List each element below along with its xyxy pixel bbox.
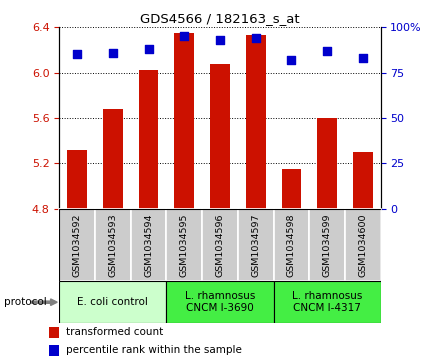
Bar	[59, 281, 166, 323]
Point	[288, 57, 295, 63]
Text: GSM1034598: GSM1034598	[287, 213, 296, 277]
Text: GSM1034593: GSM1034593	[108, 213, 117, 277]
Bar	[166, 209, 202, 281]
Bar	[202, 209, 238, 281]
Text: transformed count: transformed count	[66, 327, 163, 337]
Bar	[67, 150, 87, 209]
Bar	[48, 327, 59, 338]
Bar	[246, 35, 265, 209]
Bar	[238, 209, 274, 281]
Bar	[175, 33, 194, 209]
Title: GDS4566 / 182163_s_at: GDS4566 / 182163_s_at	[140, 12, 300, 25]
Bar	[139, 70, 158, 209]
Bar	[274, 209, 309, 281]
Text: L. rhamnosus
CNCM I-4317: L. rhamnosus CNCM I-4317	[292, 291, 362, 313]
Text: GSM1034596: GSM1034596	[216, 213, 224, 277]
Text: GSM1034592: GSM1034592	[73, 213, 82, 277]
Text: L. rhamnosus
CNCM I-3690: L. rhamnosus CNCM I-3690	[185, 291, 255, 313]
Text: protocol: protocol	[4, 297, 47, 307]
Text: GSM1034597: GSM1034597	[251, 213, 260, 277]
Bar	[48, 345, 59, 356]
Point	[216, 37, 224, 43]
Point	[323, 48, 330, 54]
Bar	[317, 118, 337, 209]
Bar	[95, 209, 131, 281]
Point	[74, 52, 81, 57]
Text: GSM1034600: GSM1034600	[358, 213, 367, 277]
Point	[181, 33, 188, 39]
Bar	[103, 109, 123, 209]
Point	[359, 55, 366, 61]
Bar	[210, 64, 230, 209]
Point	[110, 50, 117, 56]
Text: GSM1034594: GSM1034594	[144, 213, 153, 277]
Point	[252, 35, 259, 41]
Text: GSM1034599: GSM1034599	[323, 213, 332, 277]
Bar	[282, 169, 301, 209]
Bar	[353, 152, 373, 209]
Bar	[131, 209, 166, 281]
Bar	[166, 281, 274, 323]
Text: GSM1034595: GSM1034595	[180, 213, 189, 277]
Text: E. coli control: E. coli control	[77, 297, 148, 307]
Text: percentile rank within the sample: percentile rank within the sample	[66, 345, 242, 355]
Bar	[309, 209, 345, 281]
Bar	[274, 281, 381, 323]
Bar	[59, 209, 95, 281]
Point	[145, 46, 152, 52]
Bar	[345, 209, 381, 281]
